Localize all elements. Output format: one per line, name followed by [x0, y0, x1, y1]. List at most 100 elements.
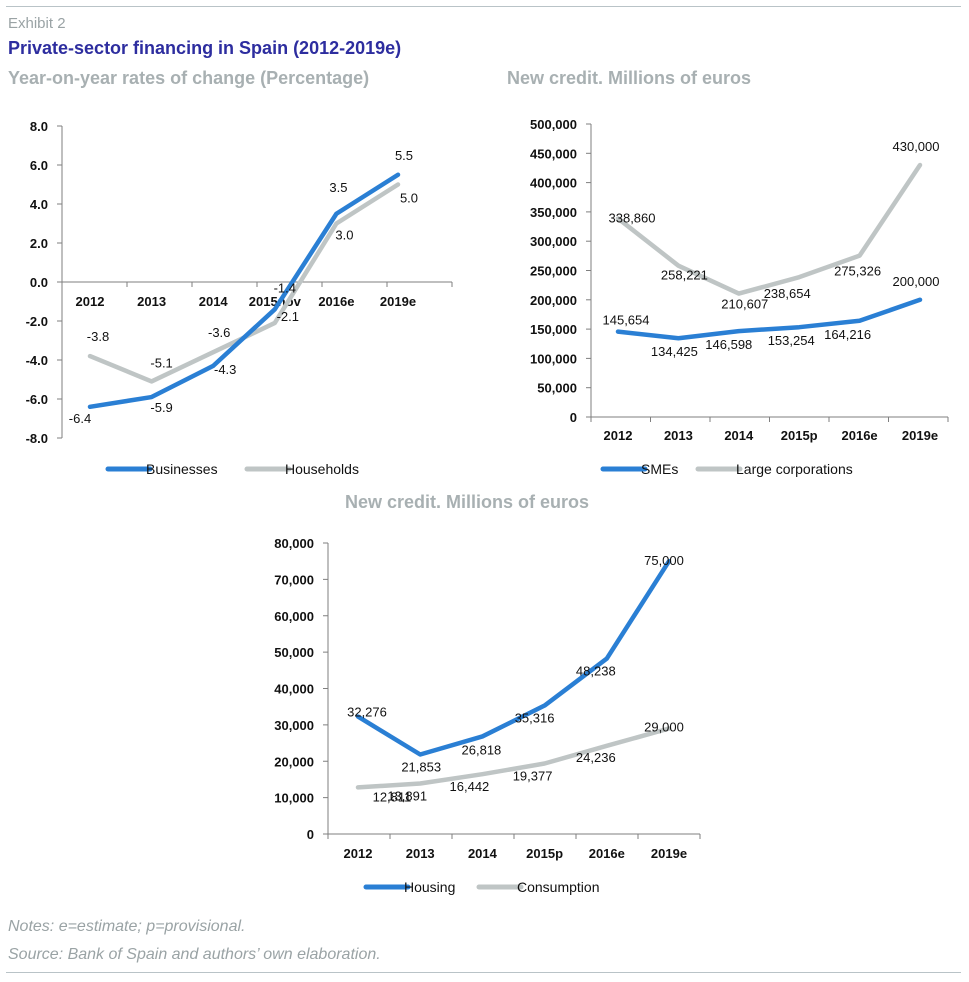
source-text: Source: Bank of Spain and authors’ own e…: [8, 946, 381, 963]
legend-label: Housing: [404, 879, 455, 895]
y-tick-label: 10,000: [274, 791, 314, 806]
y-tick-label: 300,000: [530, 234, 577, 249]
y-tick-label: -2.0: [26, 314, 48, 329]
y-tick-label: 2.0: [30, 236, 48, 251]
x-tick-label: 2012: [604, 428, 633, 443]
data-label: 430,000: [893, 139, 940, 154]
data-label: 258,221: [661, 268, 708, 283]
top-rule: [6, 6, 961, 7]
y-tick-label: 200,000: [530, 293, 577, 308]
data-label: 48,238: [576, 664, 616, 679]
data-label: 200,000: [893, 274, 940, 289]
data-label: 153,254: [768, 333, 815, 348]
data-label: 13,891: [387, 788, 427, 803]
exhibit-label: Exhibit 2: [8, 15, 66, 32]
data-label: 3.5: [329, 180, 347, 195]
y-tick-label: 4.0: [30, 197, 48, 212]
y-tick-label: 100,000: [530, 351, 577, 366]
data-label: 338,860: [609, 210, 656, 225]
y-tick-label: 400,000: [530, 176, 577, 191]
y-tick-label: 150,000: [530, 322, 577, 337]
data-label: -5.1: [150, 355, 172, 370]
data-label: 5.0: [400, 191, 418, 206]
notes-text: Notes: e=estimate; p=provisional.: [8, 918, 246, 935]
x-tick-label: 2015p: [526, 846, 563, 861]
data-label: -1.4: [274, 280, 296, 295]
y-tick-label: 0: [570, 410, 577, 425]
bottom-rule: [6, 972, 961, 973]
data-label: -5.9: [150, 400, 172, 415]
x-tick-label: 2012: [76, 294, 105, 309]
data-label: 164,216: [824, 327, 871, 342]
series-line-smes: [615, 297, 923, 341]
y-tick-label: 450,000: [530, 146, 577, 161]
data-label: 26,818: [462, 742, 502, 757]
data-label: 210,607: [721, 297, 768, 312]
data-label: 32,276: [347, 705, 387, 720]
x-tick-label: 2013: [137, 294, 166, 309]
data-label: 5.5: [395, 148, 413, 163]
y-tick-label: 6.0: [30, 158, 48, 173]
y-tick-label: 250,000: [530, 264, 577, 279]
x-tick-label: 2014: [199, 294, 229, 309]
data-label: 134,425: [651, 344, 698, 359]
data-label: 275,326: [834, 264, 881, 279]
y-tick-label: 0.0: [30, 275, 48, 290]
data-label: -4.3: [214, 362, 236, 377]
chart-2-title: New credit. Millions of euros: [507, 68, 752, 88]
x-tick-label: 2016e: [318, 294, 354, 309]
x-tick-label: 2012: [344, 846, 373, 861]
y-tick-label: 0: [307, 827, 314, 842]
data-label: 21,853: [401, 760, 441, 775]
series-line-businesses: [87, 172, 401, 410]
legend-label: Households: [285, 461, 359, 477]
y-tick-label: 60,000: [274, 609, 314, 624]
series-line-large-corporations: [615, 162, 923, 296]
data-label: 24,236: [576, 750, 616, 765]
y-tick-label: 20,000: [274, 754, 314, 769]
x-tick-label: 2013: [664, 428, 693, 443]
main-title: Private-sector financing in Spain (2012-…: [8, 38, 402, 58]
data-label: 29,000: [644, 720, 684, 735]
x-tick-label: 2015p: [781, 428, 818, 443]
legend-label: SMEs: [641, 461, 678, 477]
x-tick-label: 2016e: [589, 846, 625, 861]
data-label: 16,442: [450, 779, 490, 794]
y-tick-label: -8.0: [26, 431, 48, 446]
y-tick-label: 70,000: [274, 572, 314, 587]
legend-label: Large corporations: [736, 461, 853, 477]
data-label: 145,654: [603, 313, 650, 328]
y-tick-label: 500,000: [530, 117, 577, 132]
data-label: 146,598: [705, 337, 752, 352]
data-label: -3.8: [87, 329, 109, 344]
y-tick-label: 40,000: [274, 682, 314, 697]
x-tick-label: 2014: [724, 428, 754, 443]
y-tick-label: 8.0: [30, 119, 48, 134]
data-label: 3.0: [335, 228, 353, 243]
legend-label: Consumption: [517, 879, 600, 895]
data-label: 35,316: [515, 711, 555, 726]
legend-label: Businesses: [146, 461, 218, 477]
series-line-consumption: [355, 726, 672, 790]
data-label: -3.6: [208, 325, 230, 340]
data-label: 238,654: [764, 286, 811, 301]
y-tick-label: 50,000: [274, 645, 314, 660]
data-label: 75,000: [644, 553, 684, 568]
y-tick-label: 350,000: [530, 205, 577, 220]
x-tick-label: 2019e: [380, 294, 416, 309]
data-label: 12,811: [373, 789, 412, 804]
series-line-housing: [355, 558, 672, 757]
x-tick-label: 2019e: [902, 428, 938, 443]
chart-1-title: Year-on-year rates of change (Percentage…: [8, 68, 370, 88]
x-tick-label: 2013: [406, 846, 435, 861]
data-label: -2.1: [277, 309, 299, 324]
y-tick-label: -4.0: [26, 353, 48, 368]
x-tick-label: 2019e: [651, 846, 687, 861]
y-tick-label: 80,000: [274, 536, 314, 551]
y-tick-label: -6.0: [26, 392, 48, 407]
x-tick-label: 2014: [468, 846, 498, 861]
chart-3-title: New credit. Millions of euros: [345, 492, 590, 512]
